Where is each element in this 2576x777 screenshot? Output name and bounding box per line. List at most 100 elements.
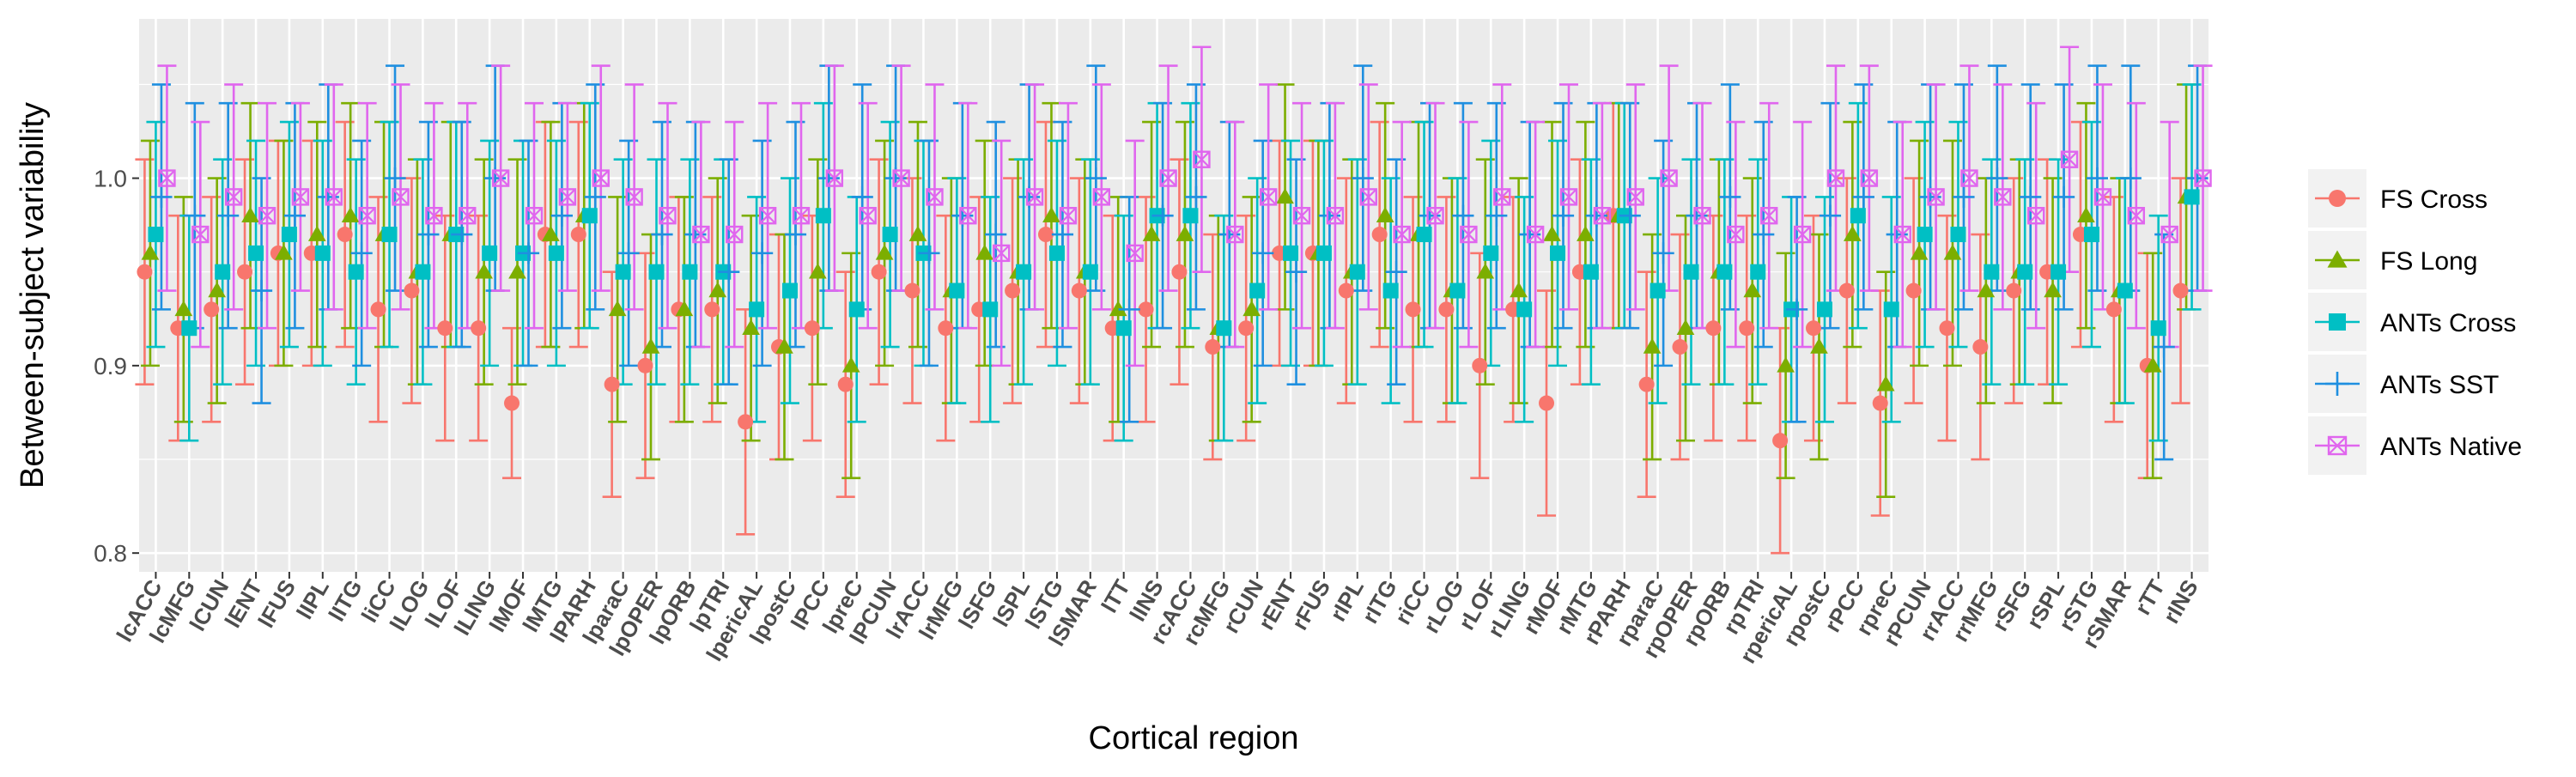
point-triangle xyxy=(608,300,627,317)
point-plus xyxy=(2020,185,2042,208)
point-circle xyxy=(604,376,620,392)
point-plus xyxy=(1252,242,1274,264)
point-box-x xyxy=(1760,207,1778,225)
point-plus xyxy=(918,242,940,264)
point-plus xyxy=(1819,204,1842,227)
y-axis: 0.8 0.9 1.0 xyxy=(94,166,139,567)
point-plus xyxy=(2052,185,2075,208)
point-box-x xyxy=(2093,188,2112,206)
point-plus xyxy=(1118,298,1140,320)
point-square xyxy=(348,264,364,280)
legend-label: ANTs Cross xyxy=(2380,309,2516,337)
point-square xyxy=(314,245,331,261)
point-plus xyxy=(1753,223,1775,246)
point-square xyxy=(1883,301,1899,318)
point-plus xyxy=(1352,167,1374,190)
point-plus xyxy=(1619,204,1641,227)
point-box-x xyxy=(1393,225,1411,244)
legend-item: ANTs SST xyxy=(2308,355,2499,413)
point-plus xyxy=(1185,185,1207,208)
point-plus xyxy=(751,242,774,264)
point-square xyxy=(2083,227,2099,243)
point-box-x xyxy=(1593,207,1612,225)
point-plus xyxy=(350,242,373,264)
point-circle xyxy=(204,301,220,318)
point-triangle xyxy=(1510,282,1528,298)
point-circle xyxy=(1772,433,1789,449)
point-box-x xyxy=(592,169,610,187)
point-plus xyxy=(1452,204,1474,227)
point-triangle xyxy=(1810,337,1828,354)
point-triangle xyxy=(1176,225,1194,241)
point-square xyxy=(581,208,598,224)
point-plus xyxy=(851,185,873,208)
legend: FS Cross FS Long ANTs Cross ANTs SST ANTs Na… xyxy=(2308,169,2522,475)
point-box-x xyxy=(1059,207,1078,225)
legend-label: FS Long xyxy=(2380,247,2477,276)
x-axis-label: Cortical region xyxy=(1089,720,1299,756)
point-triangle xyxy=(841,356,860,373)
point-square xyxy=(482,245,498,261)
point-plus xyxy=(651,223,673,246)
point-plus xyxy=(1719,185,1741,208)
point-square xyxy=(1816,301,1832,318)
point-circle xyxy=(1138,301,1154,318)
point-plus xyxy=(250,279,273,302)
point-square xyxy=(1449,282,1466,299)
point-box-x xyxy=(1860,169,1879,187)
point-plus xyxy=(1652,242,1674,264)
point-circle xyxy=(1171,264,1188,280)
point-circle xyxy=(1838,282,1855,299)
point-square xyxy=(1950,227,1966,243)
point-circle xyxy=(1371,227,1388,243)
y-tick-label: 0.8 xyxy=(94,540,127,567)
point-box-x xyxy=(1226,225,1244,244)
point-circle xyxy=(2172,282,2189,299)
point-square xyxy=(1115,320,1132,337)
y-tick-label: 0.9 xyxy=(94,353,127,379)
point-triangle xyxy=(641,337,660,354)
point-circle xyxy=(2329,190,2346,207)
point-square xyxy=(1683,264,1699,280)
point-triangle xyxy=(542,225,560,241)
point-circle xyxy=(1739,320,1755,337)
point-square xyxy=(1917,227,1933,243)
point-square xyxy=(1382,282,1399,299)
point-box-x xyxy=(1326,207,1345,225)
point-plus xyxy=(2153,336,2175,358)
point-circle xyxy=(871,264,887,280)
point-circle xyxy=(1005,282,1021,299)
point-plus xyxy=(2325,372,2349,396)
point-box-x xyxy=(2160,225,2178,244)
point-triangle xyxy=(475,263,493,279)
point-triangle xyxy=(675,300,694,317)
point-plus xyxy=(1084,167,1107,190)
point-triangle xyxy=(1777,356,1795,373)
point-box-x xyxy=(659,207,677,225)
point-square xyxy=(1550,245,1566,261)
data-points xyxy=(137,150,2212,449)
point-box-x xyxy=(1259,188,1278,206)
point-triangle xyxy=(875,244,894,260)
point-box-x xyxy=(291,188,310,206)
point-square xyxy=(215,264,231,280)
point-square xyxy=(1416,227,1432,243)
point-triangle xyxy=(1643,337,1662,354)
point-box-x xyxy=(224,188,243,206)
point-circle xyxy=(370,301,386,318)
point-box-x xyxy=(1159,169,1177,187)
point-box-x xyxy=(392,188,410,206)
point-plus xyxy=(550,204,573,227)
point-triangle xyxy=(508,263,526,279)
point-plus xyxy=(184,204,206,227)
point-square xyxy=(1082,264,1098,280)
point-plus xyxy=(1051,223,1074,246)
point-circle xyxy=(570,227,586,243)
point-box-x xyxy=(1426,207,1444,225)
point-circle xyxy=(1805,320,1821,337)
point-plus xyxy=(985,223,1007,246)
point-box-x xyxy=(726,225,744,244)
point-square xyxy=(648,264,665,280)
legend-item: ANTs Cross xyxy=(2308,293,2516,351)
